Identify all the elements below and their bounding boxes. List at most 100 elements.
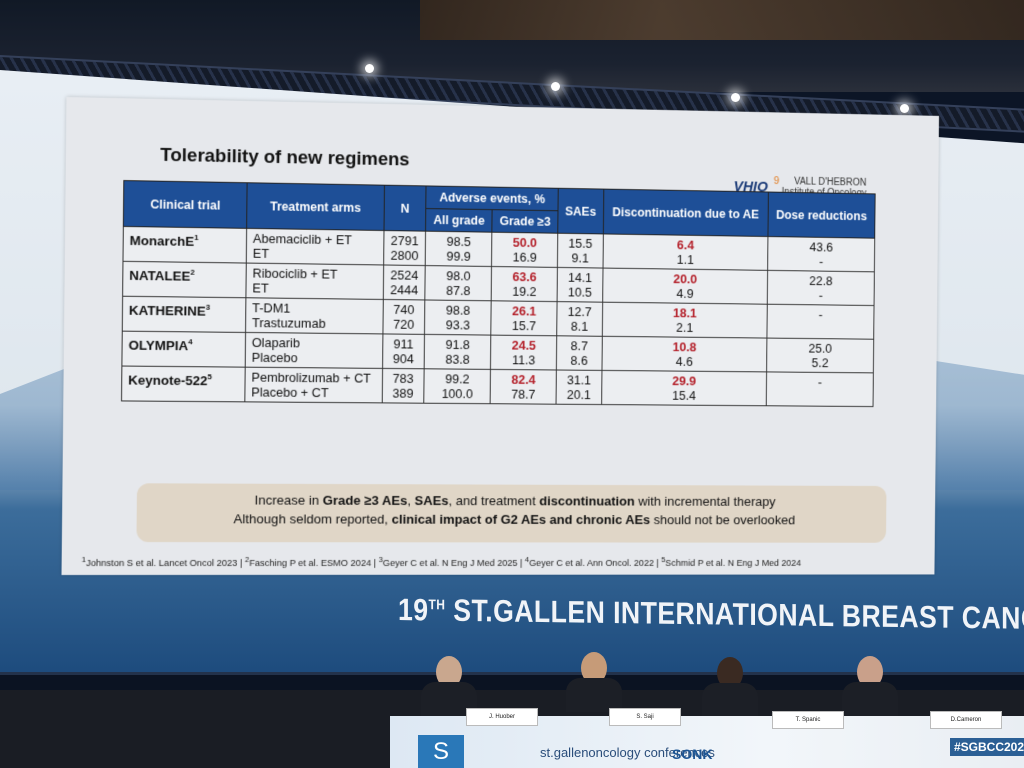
trial-ref: 3 — [205, 302, 211, 312]
n-value-value: 389 — [392, 385, 414, 401]
dose-reduction-value: - — [819, 254, 824, 269]
st-gallen-logo-icon: S — [418, 735, 464, 768]
dose-reduction-value: - — [817, 374, 822, 390]
col-n: N — [383, 185, 427, 232]
n-value: 740 720 — [382, 299, 425, 335]
callout-emphasis: discontinuation — [539, 493, 635, 509]
trial-label: KATHERINE — [128, 302, 206, 319]
callout-emphasis: Grade ≥3 AEs — [322, 492, 408, 508]
saes-value: 8.6 — [570, 353, 588, 368]
all-grade: 98.0 87.8 — [424, 265, 492, 301]
col-clinical-trial: Clinical trial — [123, 180, 248, 229]
spotlight-icon — [900, 104, 909, 113]
all-grade-value: 98.8 — [445, 302, 471, 318]
trial-name: NATALEE2 — [122, 261, 247, 298]
saes: 14.1 10.5 — [557, 267, 603, 303]
trial-label: OLYMPIA — [128, 337, 189, 353]
saes: 31.1 20.1 — [556, 369, 602, 405]
grade3-value: 11.3 — [512, 352, 536, 368]
presentation-slide: Tolerability of new regimens VHIO 9 VALL … — [61, 97, 940, 576]
trial-label: MonarchE — [129, 232, 195, 249]
grade3-value: 19.2 — [512, 283, 537, 299]
sponsor-sonk: SONK — [672, 746, 713, 762]
saes: 12.7 8.1 — [556, 301, 603, 337]
n-value-value: 2524 — [390, 267, 419, 283]
grade3-value: 24.5 — [511, 337, 537, 353]
saes-value: 8.7 — [570, 338, 588, 354]
nameplate: S. Saji — [609, 708, 681, 726]
sponsor-st-gallen: st.gallenoncology conferences — [540, 745, 715, 760]
trial-ref: 1 — [194, 232, 199, 243]
treatment-arm-value: ET — [252, 280, 269, 296]
callout-emphasis: clinical impact of G2 AEs and chronic AE… — [391, 511, 651, 527]
col-dose-reductions: Dose reductions — [767, 192, 876, 239]
discontinuation: 6.4 1.1 — [602, 233, 768, 271]
n-value-value: 740 — [393, 302, 415, 318]
panelist — [702, 657, 758, 717]
discontinuation-value: 4.6 — [675, 354, 693, 369]
trial-label: NATALEE — [129, 267, 191, 284]
col-discontinuation: Discontinuation due to AE — [602, 189, 769, 237]
discontinuation: 20.0 4.9 — [602, 268, 768, 305]
nameplate: D.Cameron — [930, 711, 1002, 729]
grade3-value: 50.0 — [512, 234, 538, 251]
treatment-arm-value: Ribociclib + ET — [252, 265, 338, 282]
all-grade: 99.2 100.0 — [423, 368, 491, 404]
treatment-arm-value: Placebo + CT — [251, 384, 329, 401]
n-value-value: 783 — [392, 370, 414, 386]
table-row: Keynote-5225 Pembrolizumab + CT Placebo + … — [121, 366, 874, 407]
saes-value: 10.5 — [567, 284, 592, 300]
callout-line-2: Although seldom reported, clinical impac… — [137, 509, 887, 529]
saes-value: 9.1 — [571, 250, 589, 266]
treatment-arm-value: Olaparib — [251, 334, 300, 351]
all-grade: 98.8 93.3 — [424, 299, 492, 336]
saes-value: 20.1 — [566, 387, 591, 403]
callout-text: with incremental therapy — [634, 493, 776, 509]
dose-reduction-value: - — [818, 287, 823, 303]
trial-name: Keynote-5225 — [121, 366, 246, 402]
n-value-value: 911 — [393, 336, 414, 352]
n-value-value: 2791 — [390, 233, 419, 249]
slide-title: Tolerability of new regimens — [160, 144, 410, 171]
treatment-arm-value: Placebo — [251, 349, 298, 366]
nameplate: T. Spanic — [772, 711, 844, 729]
dose-reduction-value: 43.6 — [809, 239, 834, 255]
all-grade-value: 98.0 — [446, 268, 471, 284]
dose-reduction: 25.0 5.2 — [766, 338, 874, 373]
col-treatment-arms: Treatment arms — [246, 182, 385, 231]
all-grade-value: 87.8 — [446, 283, 471, 299]
treatment-arm: T-DM1 Trastuzumab — [245, 297, 383, 334]
spotlight-icon — [731, 93, 740, 102]
col-saes: SAEs — [557, 188, 604, 234]
grade3-value: 16.9 — [512, 249, 537, 265]
saes-value: 14.1 — [567, 270, 593, 285]
grade3: 24.5 11.3 — [490, 335, 557, 370]
all-grade-value: 100.0 — [441, 386, 473, 402]
trial-name: OLYMPIA4 — [121, 331, 246, 368]
discontinuation-value: 10.8 — [672, 339, 697, 355]
discontinuation: 29.9 15.4 — [601, 370, 767, 406]
treatment-arm-value: ET — [252, 245, 270, 261]
treatment-arm: Pembrolizumab + CT Placebo + CT — [244, 367, 383, 403]
dose-reduction-value: 22.8 — [809, 273, 833, 289]
references: 1Johnston S et al. Lancet Oncol 2023 | 2… — [82, 555, 924, 569]
reference: Geyer C et al. Ann Oncol. 2022 | — [529, 558, 662, 569]
trial-ref: 5 — [207, 372, 212, 382]
trial-name: MonarchE1 — [122, 226, 247, 264]
all-grade-value: 98.5 — [446, 233, 472, 250]
dose-reduction-value: 5.2 — [811, 355, 829, 371]
dose-reduction: - — [766, 371, 874, 407]
n-value-value: 720 — [393, 316, 415, 332]
trial-ref: 2 — [190, 267, 195, 277]
dose-reduction: - — [766, 304, 875, 340]
discontinuation-value: 2.1 — [676, 320, 694, 335]
all-grade: 91.8 83.8 — [424, 334, 491, 370]
all-grade-value: 93.3 — [445, 317, 471, 333]
trial-label: Keynote-522 — [128, 372, 208, 388]
grade3-value: 63.6 — [512, 269, 537, 285]
logo-accent: 9 — [773, 175, 780, 187]
treatment-arm: Abemaciclib + ET ET — [246, 228, 384, 265]
treatment-arm: Olaparib Placebo — [245, 332, 383, 369]
all-grade: 98.5 99.9 — [425, 231, 493, 267]
ceiling-panels — [420, 0, 1024, 40]
